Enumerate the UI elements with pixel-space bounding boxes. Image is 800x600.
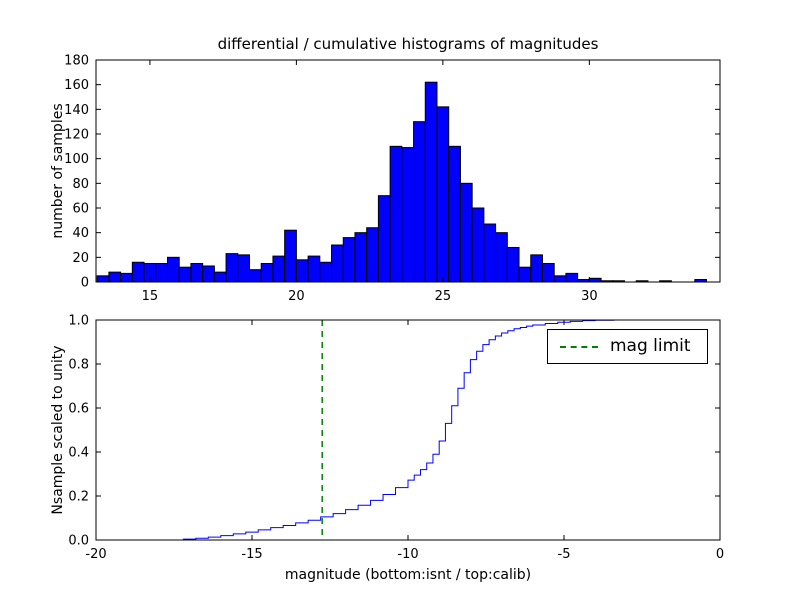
histogram-bars — [96, 81, 708, 283]
histogram-bar — [506, 246, 520, 283]
histogram-bar — [260, 263, 274, 283]
tick-label: 100 — [64, 152, 89, 167]
histogram-bar — [96, 275, 110, 283]
histogram-bar — [354, 232, 368, 283]
tick-label: 0.4 — [68, 446, 89, 461]
tick-label: 120 — [64, 128, 89, 143]
tick-label: 180 — [64, 54, 89, 69]
histogram-bar — [237, 254, 251, 283]
axes-ticks — [96, 59, 720, 283]
histogram-bar — [295, 259, 309, 283]
histogram-bar — [459, 182, 473, 283]
mag-limit-line-sample-icon — [560, 345, 598, 348]
axes-ticks — [95, 319, 721, 541]
histogram-bar — [553, 275, 567, 283]
histogram-bar — [202, 265, 215, 283]
histogram-bar — [307, 255, 321, 283]
histogram-bar — [530, 254, 543, 283]
histogram-bar — [436, 106, 450, 283]
tick-label: 160 — [64, 78, 89, 93]
top-axes-frame — [95, 59, 721, 283]
cumulative-step-line — [96, 319, 720, 541]
legend-label: mag limit — [610, 336, 691, 356]
histogram-bar — [166, 256, 180, 283]
histogram-bar — [331, 244, 344, 283]
histogram-bar — [424, 81, 438, 283]
tick-label: 140 — [64, 103, 89, 118]
histogram-bar — [518, 266, 532, 283]
histogram-bar — [108, 271, 122, 283]
tick-label: -15 — [241, 547, 262, 562]
tick-label: 60 — [72, 202, 89, 217]
histogram-bar — [249, 269, 262, 283]
tick-label: -10 — [397, 547, 418, 562]
tick-label: 15 — [142, 289, 159, 304]
bottom-y-axis-label: Nsample scaled to unity — [50, 345, 66, 515]
histogram-bar — [342, 237, 356, 283]
tick-label: 20 — [288, 289, 305, 304]
legend-box: mag limit — [547, 329, 708, 364]
top-histogram-plot: 15 20 25 30 0 20 40 60 80 100 120 140 160 180 — [64, 54, 721, 304]
histogram-bar — [541, 263, 555, 283]
tick-label: 25 — [435, 289, 452, 304]
histogram-bar — [131, 261, 145, 283]
histogram-bar — [272, 255, 286, 283]
tick-label: 30 — [581, 289, 598, 304]
histogram-bar — [155, 263, 168, 283]
histogram-bar — [565, 272, 579, 283]
bottom-x-axis-label: magnitude (bottom:isnt / top:calib) — [284, 567, 532, 583]
tick-label: -5 — [558, 547, 571, 562]
tick-label: 0 — [81, 276, 89, 291]
histogram-bar — [413, 121, 426, 283]
top-y-axis-label: number of samples — [50, 103, 66, 239]
histogram-bar — [448, 145, 461, 283]
tick-label: 40 — [72, 226, 89, 241]
tick-label: -20 — [85, 547, 106, 562]
histogram-bar — [319, 261, 333, 283]
histogram-bar — [366, 227, 379, 283]
histogram-bar — [588, 277, 602, 283]
tick-label: 20 — [72, 251, 89, 266]
histogram-bar — [225, 253, 239, 283]
tick-label: 0.8 — [68, 358, 89, 373]
tick-label: 0 — [716, 547, 724, 562]
tick-label: 80 — [72, 177, 89, 192]
histogram-bar — [495, 232, 508, 283]
bottom-cumulative-plot: -20 -15 -10 -5 0 0.0 0.2 0.4 0.6 0.8 1.0 — [68, 314, 724, 563]
histogram-bar — [213, 271, 227, 283]
chart-title: differential / cumulative histograms of … — [217, 35, 599, 53]
histogram-bar — [120, 272, 133, 283]
histogram-bar — [377, 195, 391, 283]
histogram-bar — [401, 147, 415, 283]
tick-label: 1.0 — [68, 314, 89, 329]
tick-label: 0.0 — [68, 534, 89, 549]
histogram-bar — [389, 145, 403, 283]
histogram-bar — [284, 229, 297, 283]
histogram-bar — [178, 266, 192, 283]
histogram-bar — [190, 263, 204, 283]
histogram-bar — [471, 207, 485, 283]
tick-label: 0.6 — [68, 402, 89, 417]
tick-label: 0.2 — [68, 490, 89, 505]
histogram-bar — [483, 223, 497, 283]
